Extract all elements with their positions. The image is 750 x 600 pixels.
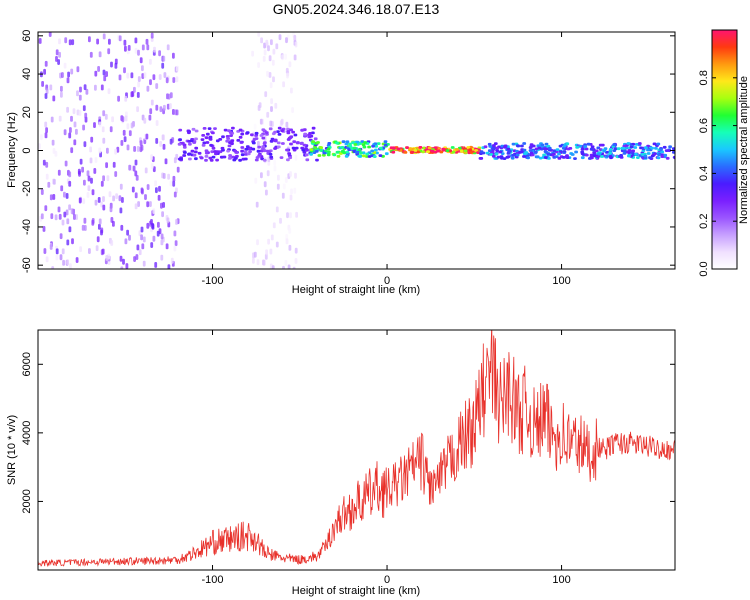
colorbar-tick-label: 0.0: [698, 261, 710, 276]
colorbar-tick-label: 0.6: [698, 118, 710, 133]
spectrogram-x-tick-label: 0: [384, 275, 390, 287]
snr-plot-area: [38, 330, 675, 570]
snr-x-axis-label: Height of straight line (km): [292, 585, 420, 597]
colorbar-ticks: 0.0 0.2 0.4 0.6 0.8: [698, 70, 737, 277]
spectrogram-y-tick-label: 60: [21, 30, 33, 42]
spectrogram-y-tick-label: -20: [21, 181, 33, 197]
heatmap-region: [177, 126, 321, 162]
colorbar: 0.0 0.2 0.4 0.6 0.8 Normalized spectral ampl…: [698, 29, 750, 277]
spectrogram-y-tick-label: 20: [21, 106, 33, 118]
spectrogram-y-tick-label: 40: [21, 68, 33, 80]
colorbar-tick-label: 0.4: [698, 166, 710, 181]
snr-y-axis-label: SNR (10 * v/v): [6, 415, 18, 485]
snr-x-tick-label: 0: [384, 574, 390, 586]
spectrogram-y-tick-label: -40: [21, 219, 33, 235]
spectrogram-panel: -60 -40 -20 0 20 40 60 -100 0 100 Height of stra…: [6, 30, 676, 296]
colorbar-gradient: [711, 29, 738, 270]
snr-y-tick-label: 6000: [21, 352, 33, 376]
heatmap-region: [38, 32, 180, 269]
spectrogram-x-ticks: -100 0 100: [202, 32, 571, 287]
heatmap-region: [309, 140, 390, 158]
heatmap-region: [388, 145, 482, 155]
snr-y-tick-label: 2000: [21, 489, 33, 513]
colorbar-label: Normalized spectral amplitude: [738, 76, 750, 224]
snr-y-ticks: 2000 4000 6000: [21, 352, 675, 514]
colorbar-tick-label: 0.2: [698, 214, 710, 229]
snr-x-tick-label: 100: [552, 574, 570, 586]
spectrogram-x-tick-label: -100: [202, 275, 224, 287]
spectrogram-y-tick-label: 0: [21, 147, 33, 153]
snr-frame: [37, 329, 676, 571]
spectrogram-y-tick-label: -60: [21, 257, 33, 273]
snr-x-tick-label: -100: [202, 574, 224, 586]
snr-series-line: [38, 330, 675, 568]
snr-panel: 2000 4000 6000 -100 0 100 Height of straight…: [6, 329, 676, 597]
colorbar-tick-label: 0.8: [698, 70, 710, 85]
spectrogram-x-axis-label: Height of straight line (km): [292, 284, 420, 296]
figure-title: GN05.2024.346.18.07.E13: [273, 1, 440, 17]
spectrogram-y-ticks: -60 -40 -20 0 20 40 60: [21, 30, 675, 273]
spectrogram-x-tick-label: 100: [552, 275, 570, 287]
snr-y-tick-label: 4000: [21, 421, 33, 445]
spectrogram-heatmap: [38, 32, 675, 269]
spectrogram-y-axis-label: Frequency (Hz): [6, 112, 18, 188]
snr-x-ticks: -100 0 100: [202, 330, 571, 586]
